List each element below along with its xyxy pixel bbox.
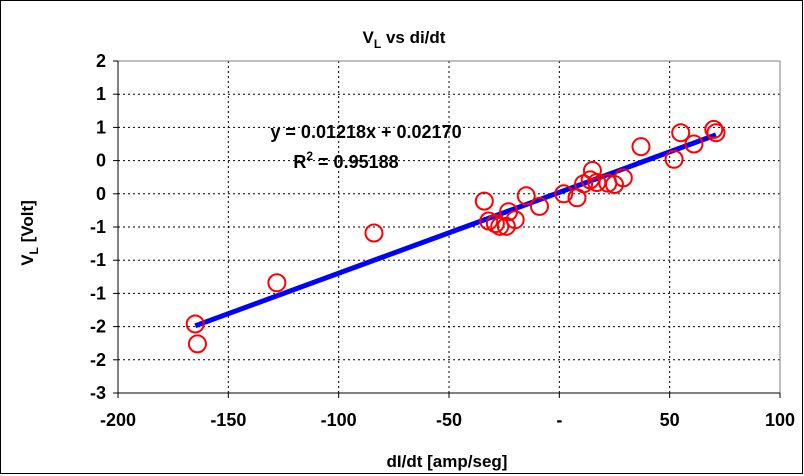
y-tick-label: -1 [90,283,106,303]
y-axis: 2 1 1 0 0 -1 -1 -1 -2 -2 -3 [90,51,119,403]
y-tick-label: 1 [96,84,106,104]
x-tick-label: -150 [210,410,246,430]
y-tick-label: -3 [90,383,106,403]
data-point [582,161,602,181]
grid-lines [118,61,780,393]
data-point [485,214,505,234]
x-axis: -200 -150 -100 -50-50 100 [100,392,795,430]
x-tick-label: -200 [100,410,136,430]
data-point [631,137,651,157]
data-point [664,149,684,169]
x-tick-label: 100 [765,410,795,430]
data-point [554,184,574,204]
y-tick-label: -1 [90,250,106,270]
y-tick-label: 0 [96,184,106,204]
data-point [516,186,536,206]
data-point [474,191,494,211]
x-tick-label: 50 [660,410,680,430]
trendline [194,132,717,329]
y-tick-label: 0 [96,151,106,171]
data-point [704,119,724,139]
x-tick-label: - [556,410,562,430]
y-tick-label: -2 [90,350,106,370]
x-axis-title: dI/dt [amp/seg] [387,452,508,471]
x-tick-label: -50 [436,410,462,430]
y-tick-label: -2 [90,317,106,337]
data-point [706,123,726,143]
data-point [185,314,205,334]
data-point [364,223,384,243]
y-tick-label: 2 [96,51,106,71]
r-squared-label: R2 = 0.95188 [293,149,398,172]
data-point [187,334,207,354]
data-point [490,216,510,236]
data-point [684,134,704,154]
y-tick-label: 1 [96,117,106,137]
x-tick-label: -100 [321,410,357,430]
data-point [613,168,633,188]
trendline-group [194,132,717,329]
y-axis-title: VL [Volt] [18,200,41,266]
y-tick-label: -1 [90,217,106,237]
data-point [505,210,525,230]
data-point [267,273,287,293]
data-point [671,123,691,143]
chart-title: VL vs di/dt [363,28,446,51]
regression-equation: y = 0.01218x + 0.02170 [270,122,461,142]
data-point [529,196,549,216]
data-points [185,119,726,354]
